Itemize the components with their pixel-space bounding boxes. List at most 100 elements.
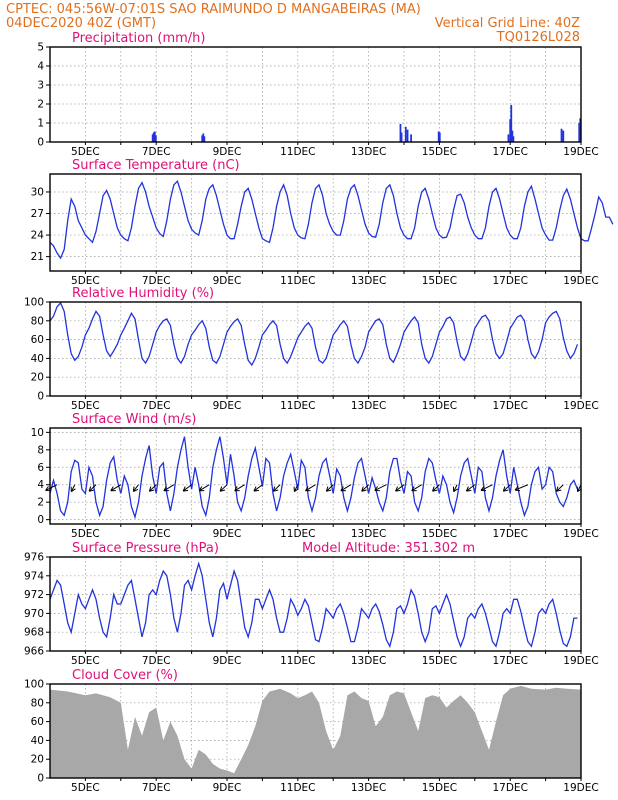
wind-vector xyxy=(163,484,175,492)
wind-xtick-label: 15DEC xyxy=(422,528,457,540)
precipitation-ytick-label: 5 xyxy=(37,42,44,54)
wind-vector xyxy=(453,484,458,492)
wind-xtick-label: 17DEC xyxy=(492,528,527,540)
wind-vector xyxy=(432,484,440,492)
temperature-panel: 21 24 27 30 5DEC 7DEC 9DEC 11DEC 13DEC 15DEC 17DEC… xyxy=(31,158,614,287)
precipitation-bar xyxy=(510,104,513,142)
wind-panel: 0 2 4 6 8 10 5DEC 7DEC 9DEC 11DEC 13DEC 15DEC 17DEC 1… xyxy=(31,412,599,540)
wind-vector xyxy=(45,484,58,491)
pressure-xtick-label: 11DEC xyxy=(280,655,315,667)
wind-vector xyxy=(514,484,529,491)
wind-vector xyxy=(70,484,76,492)
cloud-cover-xtick-label: 19DEC xyxy=(563,782,598,794)
wind-vector xyxy=(272,484,281,492)
wind-ytick-label: 0 xyxy=(37,514,44,526)
wind-vector xyxy=(326,484,334,492)
cloud-cover-title: Cloud Cover (%) xyxy=(72,668,178,683)
wind-vector-head xyxy=(514,485,521,492)
precipitation-bar xyxy=(560,128,563,142)
wind-vector-head xyxy=(163,486,169,492)
precipitation-xtick-label: 5DEC xyxy=(71,146,100,158)
wind-vector-head xyxy=(340,486,346,492)
precipitation-bar xyxy=(579,118,582,142)
wind-vector-head xyxy=(182,486,189,492)
humidity-xtick-label: 9DEC xyxy=(213,400,242,412)
wind-vector-head xyxy=(432,486,438,492)
pressure-annotation: Model Altitude: 351.302 m xyxy=(302,541,475,556)
cloud-cover-panel: 0 20 40 60 80 100 5DEC 7DEC 9DEC 11DEC 13DEC 15DEC 1… xyxy=(24,668,599,794)
precipitation-bar xyxy=(562,130,565,142)
wind-vector xyxy=(293,484,299,492)
wind-xtick-label: 11DEC xyxy=(280,528,315,540)
wind-vector xyxy=(466,484,476,492)
temperature-ytick-label: 21 xyxy=(31,251,44,263)
precipitation-ytick-label: 4 xyxy=(37,61,44,73)
cloud-cover-xtick-label: 15DEC xyxy=(422,782,457,794)
wind-vector xyxy=(132,484,139,492)
humidity-ytick-label: 20 xyxy=(31,372,44,384)
cloud-cover-xtick-label: 13DEC xyxy=(351,782,386,794)
pressure-ytick-label: 968 xyxy=(24,627,44,639)
pressure-title: Surface Pressure (hPa) xyxy=(72,541,219,556)
precipitation-xtick-label: 11DEC xyxy=(280,146,315,158)
wind-title: Surface Wind (m/s) xyxy=(72,412,196,427)
wind-vector xyxy=(374,484,387,491)
wind-vector xyxy=(340,484,352,492)
precipitation-bar xyxy=(153,131,156,142)
wind-vector-head xyxy=(253,486,259,492)
precipitation-xtick-label: 15DEC xyxy=(422,146,457,158)
cloud-cover-ytick-label: 40 xyxy=(31,735,44,747)
humidity-xtick-label: 15DEC xyxy=(422,400,457,412)
temperature-xtick-label: 9DEC xyxy=(213,275,242,287)
wind-vector xyxy=(305,484,316,492)
precipitation-xtick-label: 9DEC xyxy=(213,146,242,158)
temperature-xtick-label: 7DEC xyxy=(142,275,171,287)
wind-vector-head xyxy=(219,486,226,492)
wind-vector xyxy=(182,484,192,492)
panels: 0 1 2 3 4 5 5DEC 7DEC 9DEC 11DEC 13DEC 15DEC 17DEC 19… xyxy=(24,31,614,794)
wind-vector-head xyxy=(70,486,76,493)
wind-vector xyxy=(480,484,493,491)
wind-xtick-label: 19DEC xyxy=(563,528,598,540)
wind-vector xyxy=(149,484,157,492)
precipitation-bar xyxy=(438,132,441,142)
header-grid-note: Vertical Grid Line: 40Z xyxy=(435,16,580,31)
precipitation-frame xyxy=(49,46,582,143)
wind-xtick-label: 5DEC xyxy=(71,528,100,540)
wind-vector xyxy=(361,484,369,492)
temperature-ytick-label: 30 xyxy=(31,186,44,198)
temperature-title: Surface Temperature (nC) xyxy=(72,158,240,173)
temperature-ytick-label: 27 xyxy=(31,208,44,220)
wind-vector xyxy=(219,484,228,492)
pressure-ytick-label: 970 xyxy=(24,608,44,620)
precipitation-ytick-label: 1 xyxy=(37,118,44,130)
wind-vector-head xyxy=(148,486,155,492)
pressure-ytick-label: 976 xyxy=(24,552,44,564)
header-station: CPTEC: 045:56W-07:01S SAO RAIMUNDO D MAN… xyxy=(6,2,421,17)
precipitation-bar xyxy=(507,134,510,142)
precipitation-bar xyxy=(578,123,581,142)
precipitation-xtick-label: 19DEC xyxy=(563,146,598,158)
pressure-ytick-label: 972 xyxy=(24,589,44,601)
wind-xtick-label: 7DEC xyxy=(142,528,171,540)
precipitation-bar xyxy=(406,129,409,142)
wind-vector-head xyxy=(132,486,139,492)
pressure-xtick-label: 19DEC xyxy=(563,655,598,667)
wind-ytick-label: 10 xyxy=(31,427,44,439)
precipitation-bar xyxy=(511,130,514,142)
precipitation-bar xyxy=(202,133,205,142)
humidity-panel: 0 20 40 60 80 100 5DEC 7DEC 9DEC 11DEC 13DEC 15DEC 1… xyxy=(24,286,599,412)
wind-vector xyxy=(556,484,564,492)
wind-vector-head xyxy=(555,486,562,492)
temperature-xtick-label: 19DEC xyxy=(563,275,598,287)
precipitation-bar xyxy=(203,136,206,142)
wind-line xyxy=(49,436,579,520)
wind-ytick-label: 6 xyxy=(37,462,44,474)
wind-vector-head xyxy=(293,486,299,493)
humidity-xtick-label: 5DEC xyxy=(71,400,100,412)
cloud-cover-ytick-label: 0 xyxy=(37,773,44,785)
wind-vector xyxy=(395,484,405,492)
wind-vector-head xyxy=(395,486,401,492)
wind-vector xyxy=(88,484,97,492)
